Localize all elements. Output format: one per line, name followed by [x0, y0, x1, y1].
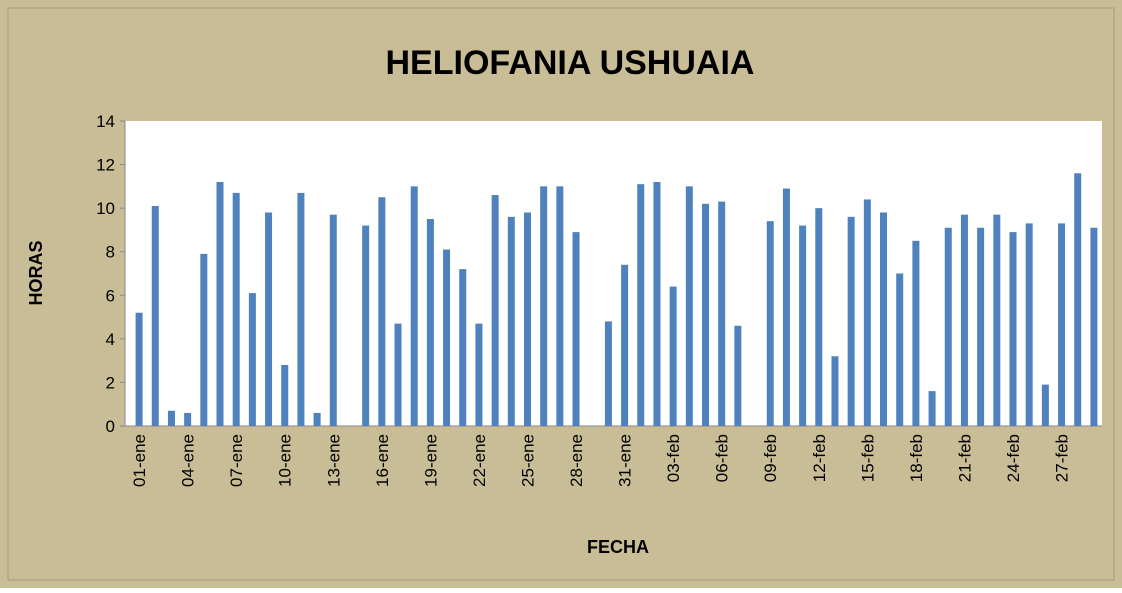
x-tick-label: 15-feb [858, 434, 877, 482]
bar [604, 321, 612, 426]
bar [313, 412, 321, 426]
bar [831, 356, 839, 426]
bar [977, 227, 985, 426]
x-tick-label: 25-ene [518, 434, 537, 487]
x-tick-label: 18-feb [907, 434, 926, 482]
x-tick-label: 31-ene [616, 434, 635, 487]
x-tick-label: 21-feb [955, 434, 974, 482]
bar [507, 216, 515, 426]
x-tick-label: 10-ene [276, 434, 295, 487]
bar [1025, 223, 1033, 426]
x-tick-label: 09-feb [761, 434, 780, 482]
y-tick-label: 0 [106, 417, 115, 436]
y-axis-label: HORAS [26, 240, 46, 305]
x-tick-label: 22-ene [470, 434, 489, 487]
bar [151, 205, 159, 426]
y-tick-label: 4 [106, 330, 115, 349]
bar [1041, 384, 1049, 426]
bar [167, 410, 175, 426]
x-tick-label: 06-feb [713, 434, 732, 482]
bar [1074, 173, 1082, 426]
x-tick-label: 27-feb [1053, 434, 1072, 482]
bar [248, 293, 256, 426]
bar [766, 221, 774, 426]
bar [799, 225, 807, 426]
bar [847, 216, 855, 426]
bar [556, 186, 564, 426]
bar [297, 192, 305, 426]
x-tick-label: 04-ene [179, 434, 198, 487]
bar [378, 197, 386, 426]
bar [1090, 227, 1098, 426]
bar [394, 323, 402, 426]
bar [572, 232, 580, 426]
y-tick-label: 10 [96, 199, 115, 218]
bar [734, 325, 742, 426]
bar [702, 203, 710, 426]
x-tick-label: 28-ene [567, 434, 586, 487]
bar [863, 199, 871, 426]
bar [475, 323, 483, 426]
x-tick-label: 19-ene [421, 434, 440, 487]
x-tick-label: 16-ene [373, 434, 392, 487]
bar [281, 365, 289, 426]
bar [880, 212, 888, 426]
bar [410, 186, 418, 426]
bar [540, 186, 548, 426]
x-tick-label: 24-feb [1004, 434, 1023, 482]
bar [523, 212, 531, 426]
chart-title: HELIOFANIA USHUAIA [386, 44, 755, 82]
x-axis-label: FECHA [587, 537, 649, 557]
bar [459, 269, 467, 426]
y-tick-label: 6 [106, 286, 115, 305]
x-tick-label: 03-feb [664, 434, 683, 482]
bar [669, 286, 677, 426]
bar [653, 182, 661, 426]
x-tick-label: 13-ene [324, 434, 343, 487]
bar [896, 273, 904, 426]
bar [815, 208, 823, 426]
bar [232, 192, 240, 426]
bar [782, 188, 790, 426]
x-tick-label: 12-feb [810, 434, 829, 482]
y-tick-label: 14 [96, 112, 115, 131]
bar [637, 184, 645, 426]
bar [329, 214, 337, 426]
bar [944, 227, 952, 426]
bar [491, 195, 499, 426]
bar [912, 240, 920, 426]
y-tick-label: 8 [106, 243, 115, 262]
bar [993, 214, 1001, 426]
bar [1009, 232, 1017, 426]
y-tick-label: 2 [106, 373, 115, 392]
bar [685, 186, 693, 426]
bar [928, 391, 936, 426]
bar [718, 201, 726, 426]
bar [443, 249, 451, 426]
bar [1058, 223, 1066, 426]
x-tick-label: 07-ene [227, 434, 246, 487]
bar [200, 253, 208, 426]
y-tick-label: 12 [96, 156, 115, 175]
x-tick-label: 01-ene [130, 434, 149, 487]
bar [362, 225, 370, 426]
bar [135, 312, 143, 426]
bar [216, 182, 224, 426]
bar [621, 264, 629, 426]
bar [960, 214, 968, 426]
bar [265, 212, 273, 426]
bar [184, 412, 192, 426]
bar [426, 219, 434, 426]
